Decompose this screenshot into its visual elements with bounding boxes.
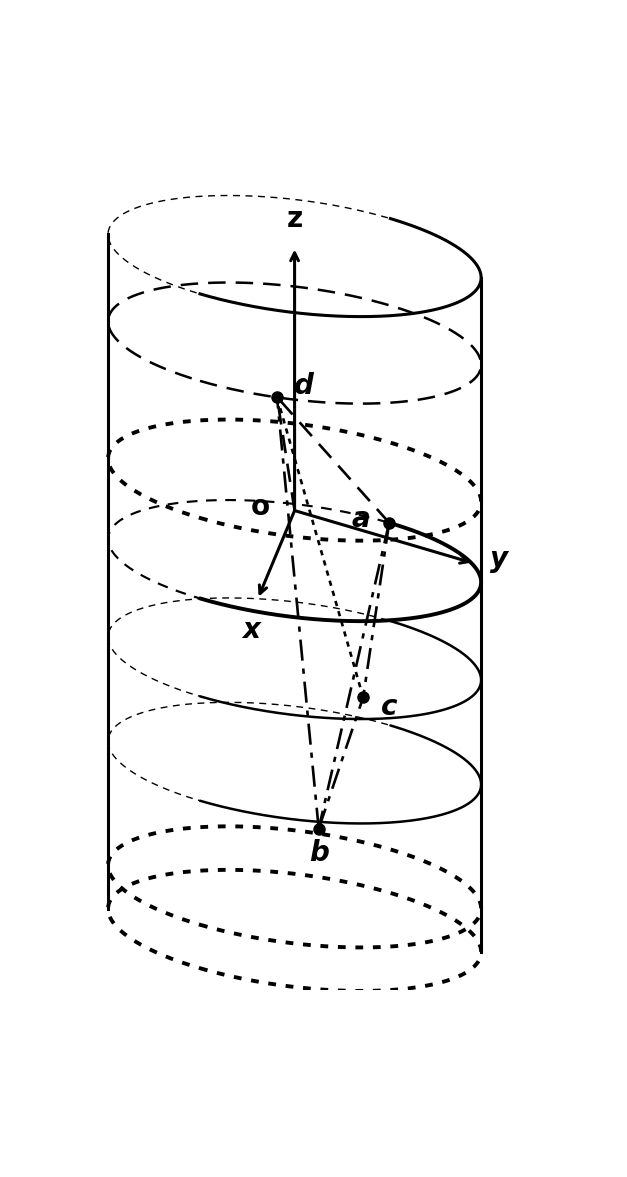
Text: x: x (242, 616, 260, 644)
Text: z: z (287, 205, 303, 233)
Text: b: b (308, 839, 329, 867)
Text: d: d (293, 372, 314, 400)
Text: o: o (251, 493, 270, 520)
Text: a: a (351, 505, 370, 533)
Text: y: y (490, 545, 508, 573)
Text: c: c (381, 693, 398, 720)
